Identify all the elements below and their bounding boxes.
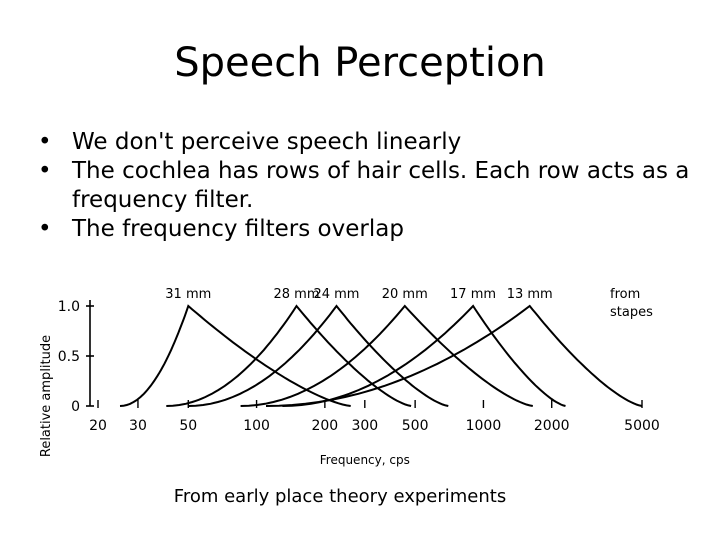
annotation-label: stapes [610,305,653,320]
bullet-glyph: • [38,129,52,155]
filter-curve-28mm [166,304,412,407]
filter-curve-31mm [119,304,351,407]
x-tick-label: 1000 [466,418,502,434]
peak-label: 28 mm [274,287,320,302]
y-tick-label: 1.0 [58,299,80,315]
x-tick-label: 20 [89,418,107,434]
x-tick-label: 300 [351,418,378,434]
filter-curve-13mm [265,304,643,407]
filter-curve-24mm [188,304,449,407]
peak-label: 13 mm [507,287,553,302]
bullet-glyph: • [38,158,52,184]
peak-label: 24 mm [313,287,359,302]
peak-label: 20 mm [382,287,428,302]
x-tick-label: 2000 [534,418,570,434]
bullet-item: • The frequency filters overlap [38,215,698,244]
x-tick-label: 100 [243,418,270,434]
peak-label: 31 mm [165,287,211,302]
bullet-text: We don't perceive speech linearly [72,129,462,155]
slide-title: Speech Perception [174,40,546,86]
figure-caption: From early place theory experiments [173,486,507,507]
bullet-item: • The cochlea has rows of hair cells. Eac… [38,157,698,215]
bullet-text: The cochlea has rows of hair cells. Each… [72,158,690,213]
x-tick-label: 500 [402,418,429,434]
bullet-text: The frequency filters overlap [72,216,404,242]
x-tick-label: 200 [311,418,338,434]
y-tick-label: 0.5 [58,349,80,365]
x-tick-label: 30 [129,418,147,434]
x-tick-label: 5000 [624,418,660,434]
cochlea-filter-chart: 0 0.5 1.0 Relative amplitude 20 30 50 100 200 300… [39,287,660,467]
x-tick-label: 50 [179,418,197,434]
filter-curve-17mm [282,304,566,407]
bullet-item: • We don't perceive speech linearly [38,128,698,157]
bullet-glyph: • [38,216,52,242]
y-axis-label: Relative amplitude [39,335,54,457]
bullet-list: • We don't perceive speech linearly • The … [38,128,698,244]
y-tick-label: 0 [71,399,80,415]
annotation-label: from [610,287,640,302]
x-axis-label: Frequency, cps [320,453,410,467]
peak-label: 17 mm [450,287,496,302]
filter-curve-20mm [240,304,533,407]
